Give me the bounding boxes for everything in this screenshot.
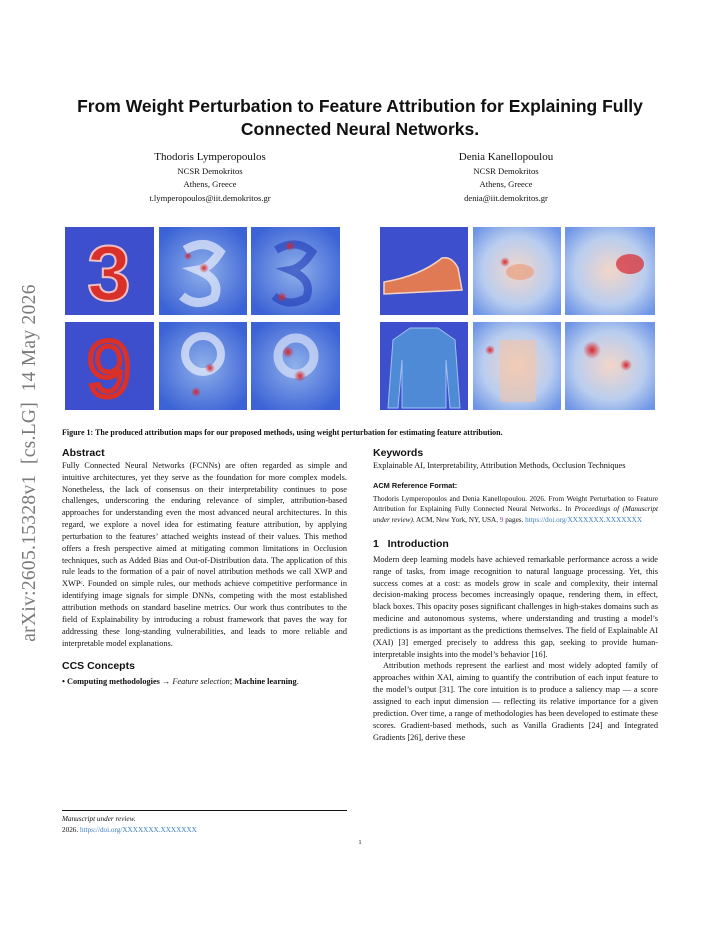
affiliation: NCSR Demokritos — [177, 165, 243, 176]
footnote: Manuscript under review. 2026. https://d… — [62, 810, 347, 835]
footnote-text: Manuscript under review. — [62, 815, 136, 823]
right-column: Keywords Explainable AI, Interpretabilit… — [373, 447, 658, 743]
ccs-part: . — [296, 677, 299, 687]
ccs-text: • Computing methodologies → Feature sele… — [62, 676, 347, 688]
paragraph: Modern deep learning models have achieve… — [373, 554, 658, 659]
svg-text:9: 9 — [87, 324, 132, 413]
acm-part: 9 — [499, 515, 504, 524]
section-heading: CCS Concepts — [62, 660, 135, 673]
svg-text:3: 3 — [87, 229, 130, 317]
footnote-year: 2026. — [62, 825, 79, 834]
digit-images: 3 9 — [65, 227, 340, 416]
figure-caption: Figure 1: The produced attribution maps … — [62, 428, 503, 437]
author: Denia Kanellopoulou NCSR Demokritos Athe… — [376, 151, 636, 205]
email: t.lymperopoulos@iit.demokritos.gr — [149, 192, 271, 203]
location: Athens, Greece — [183, 179, 237, 189]
left-column: Abstract Fully Connected Neural Networks… — [62, 447, 347, 688]
acm-heading: ACM Reference Format: — [373, 480, 458, 490]
ccs-part: • Computing methodologies → — [62, 677, 173, 687]
section-heading: Keywords — [373, 447, 424, 459]
doi-link[interactable]: https://doi.org/XXXXXXX.XXXXXXX — [79, 825, 197, 834]
page-number: 1 — [358, 839, 362, 846]
author-name: Thodoris Lymperopoulos — [154, 151, 266, 163]
ccs-part: ; — [229, 677, 235, 687]
figure: 3 9 — [65, 227, 655, 416]
acm-part: . ACM, New York, NY, USA, — [412, 515, 500, 524]
paragraph: Attribution methods represent the earlie… — [373, 661, 658, 742]
affiliation: NCSR Demokritos — [473, 165, 539, 176]
location: Athens, Greece — [479, 179, 533, 189]
section-number: 1 — [373, 538, 379, 551]
section-title: Introduction — [387, 538, 449, 551]
acm-text: Thodoris Lymperopoulos and Denia Kanello… — [373, 494, 658, 526]
acm-part: Thodoris Lymperopoulos and Denia Kanello… — [373, 494, 658, 514]
email: denia@iit.demokritos.gr — [464, 192, 548, 203]
abstract-text: Fully Connected Neural Networks (FCNNs) … — [62, 460, 347, 648]
author-name: Denia Kanellopoulou — [458, 151, 554, 163]
fashion-images — [380, 227, 655, 410]
section-heading: Abstract — [62, 447, 105, 459]
section-heading: 1 Introduction — [373, 538, 658, 551]
author: Thodoris Lymperopoulos NCSR Demokritos A… — [80, 151, 340, 205]
title: From Weight Perturbation to Feature Attr… — [77, 96, 643, 139]
doi-link[interactable]: https://doi.org/XXXXXXX.XXXXXXX — [525, 515, 643, 524]
keywords-text: Explainable AI, Interpretability, Attrib… — [373, 460, 626, 470]
ccs-part: Machine learning — [234, 677, 297, 687]
acm-part: Proceedings of (Manuscript under review) — [373, 505, 658, 524]
ccs-part: Feature selection — [172, 677, 230, 687]
acm-part: pages. — [503, 515, 526, 524]
